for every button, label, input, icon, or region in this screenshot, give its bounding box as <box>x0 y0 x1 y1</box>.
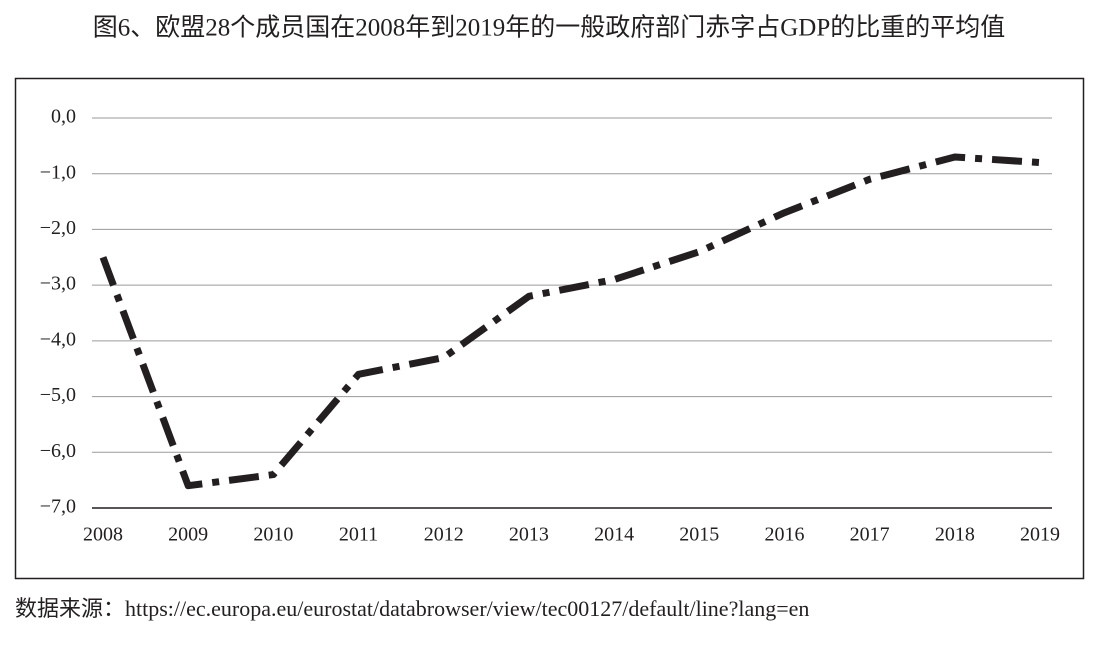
chart-title: 图6、欧盟28个成员国在2008年到2019年的一般政府部门赤字占GDP的比重的… <box>93 14 1006 42</box>
plot-frame <box>14 77 1085 580</box>
data-line <box>99 153 1041 490</box>
x-tick-label: 2008 <box>83 524 123 546</box>
y-tick-label: −2,0 <box>40 217 76 239</box>
y-tick-label: −3,0 <box>40 273 76 295</box>
y-tick-label: −4,0 <box>40 328 76 350</box>
x-tick-label: 2010 <box>253 524 293 546</box>
x-tick-label: 2019 <box>1020 524 1060 546</box>
x-tick-label: 2013 <box>509 524 549 546</box>
y-tick-label: −5,0 <box>40 384 76 406</box>
x-tick-label: 2015 <box>679 524 719 546</box>
source-note: 数据来源：https://ec.europa.eu/eurostat/datab… <box>15 596 809 621</box>
x-tick-label: 2016 <box>764 524 804 546</box>
y-tick-label: −6,0 <box>40 440 76 462</box>
x-tick-label: 2009 <box>168 524 208 546</box>
x-tick-label: 2011 <box>339 524 378 546</box>
x-tick-label: 2017 <box>850 524 890 546</box>
x-tick-label: 2012 <box>424 524 464 546</box>
x-tick-label: 2014 <box>594 524 634 546</box>
y-tick-label: −1,0 <box>40 161 76 183</box>
y-tick-label: 0,0 <box>51 106 76 128</box>
y-tick-label: −7,0 <box>40 496 76 518</box>
x-tick-label: 2018 <box>935 524 975 546</box>
